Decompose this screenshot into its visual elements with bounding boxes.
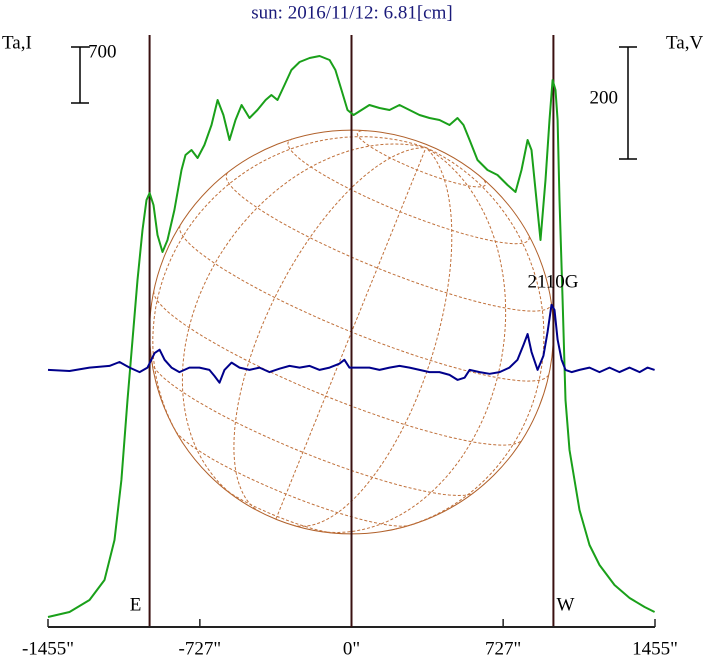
meridian <box>292 147 453 527</box>
meridian <box>233 147 427 513</box>
x-tick-label: -727" <box>179 638 222 659</box>
chart-title: sun: 2016/11/12: 6.81[cm] <box>251 2 452 23</box>
parallel <box>151 361 475 497</box>
y-axis-label: Ta,I <box>2 32 32 53</box>
x-tick-label: 727" <box>485 638 521 659</box>
scale-bar <box>71 46 89 104</box>
x-tick-label: -1455" <box>22 638 74 659</box>
parallel <box>356 130 487 188</box>
y2-axis-label: Ta,V <box>666 32 703 53</box>
scale-bar-label: 200 <box>590 87 619 108</box>
meridian <box>181 143 427 497</box>
limb-label: W <box>556 594 574 615</box>
scale-bar <box>619 46 637 160</box>
series-line <box>47 55 656 618</box>
x-tick-label: 0" <box>343 638 360 659</box>
meridian <box>395 147 545 530</box>
x-tick-label: 1455" <box>632 638 678 659</box>
parallel <box>153 291 523 446</box>
parallel <box>179 225 550 382</box>
meridian <box>322 147 507 534</box>
parallel <box>223 488 335 534</box>
series-line <box>47 303 655 384</box>
meridian <box>152 136 427 444</box>
scale-bar-label: 700 <box>88 41 117 62</box>
annotation: 2110G <box>527 271 578 292</box>
parallel <box>175 431 409 527</box>
limb-label: E <box>130 594 142 615</box>
parallel <box>225 172 552 312</box>
parallel <box>287 138 530 245</box>
